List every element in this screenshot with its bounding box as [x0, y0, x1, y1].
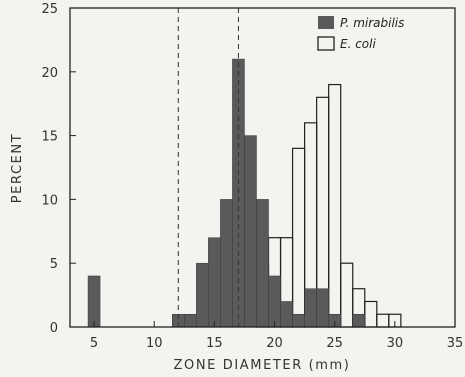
reference-lines — [177, 8, 239, 327]
p-mirabilis-bar-5 — [87, 275, 101, 328]
x-tick-label-25: 25 — [326, 336, 343, 351]
plot-frame — [69, 7, 456, 328]
p-mirabilis-bar-14 — [196, 262, 209, 328]
legend: P. mirabilis E. coli — [317, 16, 404, 51]
x-tick-label-35: 35 — [447, 336, 464, 351]
legend-label-e-coli: E. coli — [340, 37, 376, 51]
x-tick-label-20: 20 — [266, 336, 283, 351]
y-tick-label-15: 15 — [41, 130, 58, 145]
y-tick-label-5: 5 — [50, 257, 58, 272]
e-coli-bar-28 — [364, 300, 378, 328]
legend-swatch-e-coli — [317, 36, 335, 51]
x-tick-label-10: 10 — [146, 336, 163, 351]
legend-swatch-p-mirabilis — [318, 16, 334, 29]
p-mirabilis-bar-22 — [292, 313, 305, 328]
e-coli-bar-26 — [340, 262, 354, 328]
p-mirabilis-bar-16 — [220, 199, 233, 328]
p-mirabilis-series — [87, 58, 366, 328]
legend-label-p-mirabilis: P. mirabilis — [340, 16, 404, 30]
x-tick-label-15: 15 — [206, 336, 223, 351]
e-coli-bar-25 — [328, 83, 342, 328]
x-axis-title: ZONE DIAMETER (mm) — [174, 358, 351, 373]
p-mirabilis-bar-15 — [208, 237, 221, 328]
y-tick-label-0: 0 — [50, 321, 58, 336]
e-coli-bar-22 — [291, 147, 306, 328]
e-coli-bar-29 — [376, 313, 390, 328]
y-tick-label-20: 20 — [41, 66, 58, 81]
x-tick-label-30: 30 — [387, 336, 404, 351]
y-tick-label-10: 10 — [41, 193, 58, 208]
y-axis-title: PERCENT — [10, 133, 25, 204]
y-tick-label-25: 25 — [41, 2, 58, 17]
p-mirabilis-bar-21 — [280, 301, 293, 328]
p-mirabilis-bar-19 — [256, 199, 269, 328]
p-mirabilis-bar-20 — [268, 275, 281, 328]
p-mirabilis-bar-27 — [352, 313, 366, 328]
x-tick-label-5: 5 — [90, 336, 98, 351]
p-mirabilis-bar-24 — [316, 288, 329, 328]
p-mirabilis-bar-23 — [304, 288, 317, 328]
axis-ticks: 5 10 15 20 25 30 35 0 5 10 15 20 25 — [41, 2, 463, 351]
p-mirabilis-bar-18 — [244, 135, 257, 328]
p-mirabilis-bar-13 — [184, 313, 197, 328]
